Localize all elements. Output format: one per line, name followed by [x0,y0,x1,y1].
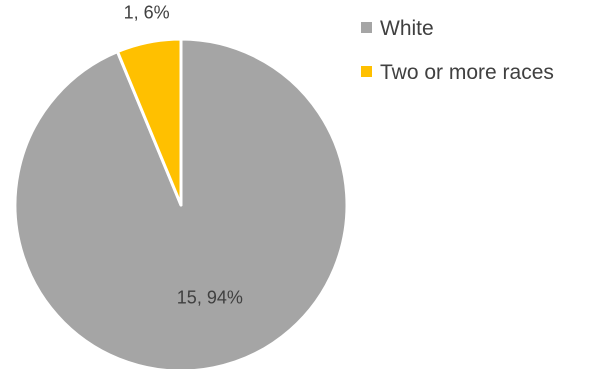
data-label-two-or-more-races: 1, 6% [124,2,170,22]
legend-swatch-white [361,22,372,33]
pie-slice-two-or-more-races [115,37,183,207]
legend: White Two or more races [361,17,554,84]
pie-data-labels: 15, 94% 1, 6% [124,2,243,307]
pie-slice-white [13,37,349,369]
legend-label-two-or-more-races: Two or more races [380,61,554,84]
pie-slices [13,37,349,369]
data-label-white: 15, 94% [177,288,243,308]
legend-swatch-two-or-more-races [361,66,372,77]
legend-label-white: White [380,17,434,40]
